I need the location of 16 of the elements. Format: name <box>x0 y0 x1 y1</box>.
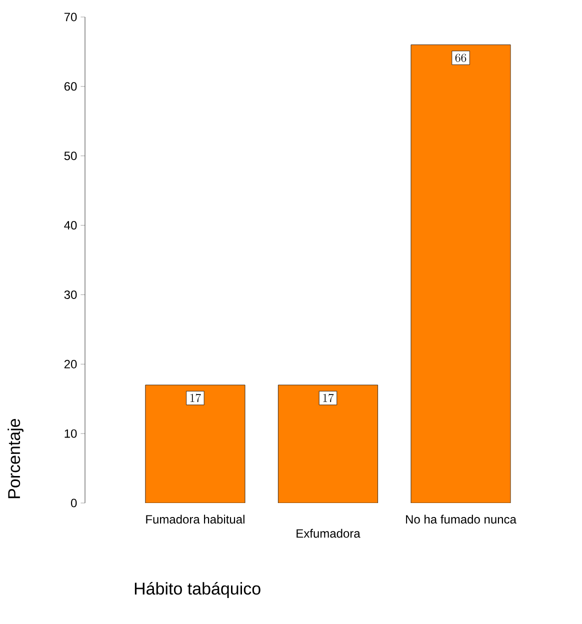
x-axis-title: Hábito tabáquico <box>134 582 260 598</box>
y-tick-label: 70 <box>64 12 77 22</box>
y-axis-title: Porcentaje <box>8 418 24 498</box>
y-tick-label: 50 <box>64 152 77 160</box>
y-tick-label: 60 <box>64 82 77 91</box>
data-label: 66 <box>455 54 466 62</box>
y-tick-label: 0 <box>70 498 77 508</box>
y-tick-label: 20 <box>64 360 77 368</box>
data-label: 17 <box>323 394 334 402</box>
y-tick-label: 40 <box>64 221 77 230</box>
data-label: 17 <box>190 394 201 402</box>
x-tick-label: Fumadora habitual <box>146 514 244 524</box>
y-tick-label: 10 <box>64 429 77 438</box>
x-tick-label: No ha fumado nunca <box>406 514 516 524</box>
y-tick-label: 30 <box>64 290 77 299</box>
x-tick-label: Exfumadora <box>296 528 360 538</box>
